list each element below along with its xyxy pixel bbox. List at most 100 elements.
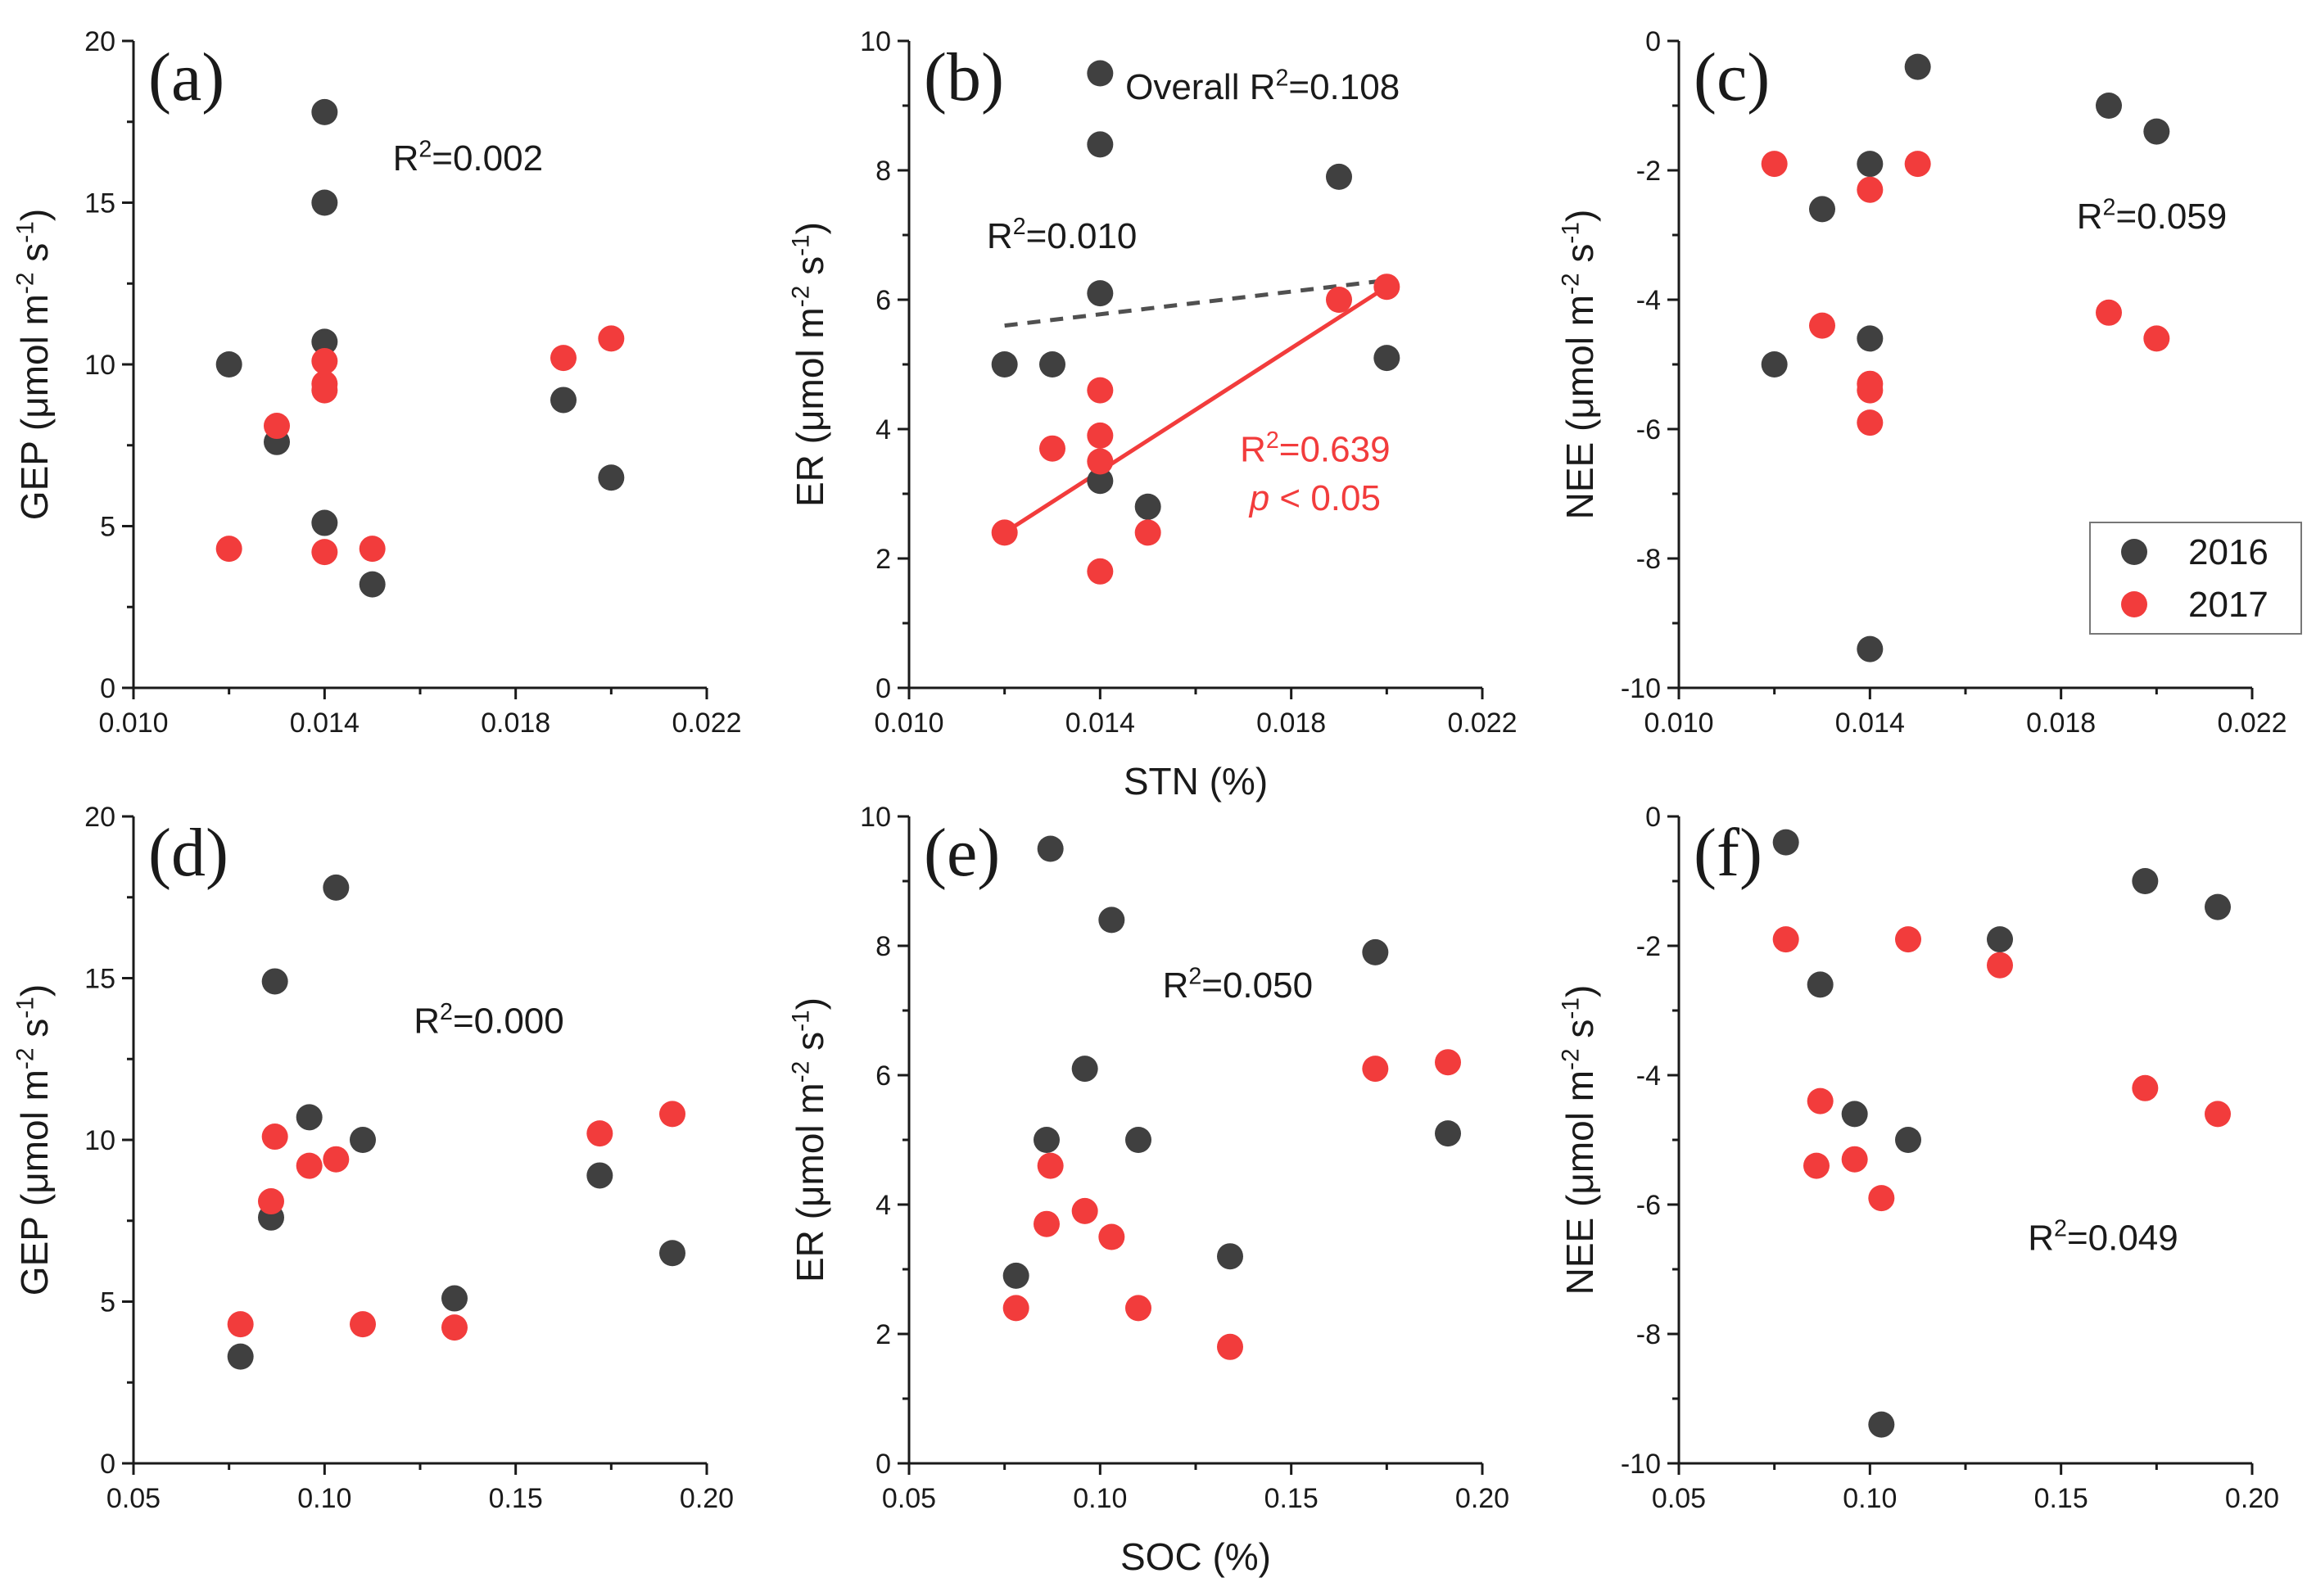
x-tick-label: 0.05 (882, 1483, 936, 1514)
x-tick-label: 0.018 (1256, 708, 1326, 739)
point-2016 (1904, 53, 1931, 80)
x-tick-label: 0.20 (1455, 1483, 1509, 1514)
point-2017 (1809, 312, 1835, 339)
point-2017 (1125, 1295, 1151, 1322)
point-2017 (1904, 151, 1931, 178)
point-2017 (1087, 377, 1114, 404)
x-tick-label: 0.15 (2034, 1483, 2088, 1514)
point-2016 (1071, 1056, 1098, 1083)
annotation-text: R2​=0.639 (1240, 427, 1391, 470)
point-2017 (1761, 151, 1788, 178)
x-tick-label: 0.15 (1264, 1483, 1319, 1514)
point-2016 (1809, 196, 1835, 223)
point-2016 (1125, 1127, 1151, 1153)
y-tick-label: 8 (875, 156, 891, 187)
point-2016 (1373, 345, 1400, 372)
annotation-text: R2​=0.002 (393, 136, 544, 179)
point-2016 (659, 1240, 685, 1267)
y-tick-label: 20 (84, 802, 115, 833)
point-2016 (215, 351, 242, 378)
point-2017 (1868, 1185, 1895, 1212)
point-2016 (1857, 325, 1884, 352)
point-2016 (1857, 635, 1884, 662)
point-2016 (1987, 926, 2013, 953)
y-tick-label: -2 (1636, 931, 1661, 962)
y-tick-label: 4 (875, 1190, 891, 1221)
point-2017 (311, 377, 338, 404)
point-2017 (2143, 325, 2170, 352)
legend-marker-2017 (2121, 591, 2147, 617)
y-tick-label: 15 (84, 964, 115, 995)
point-2016 (323, 874, 350, 901)
point-2017 (1895, 926, 1921, 953)
point-2016 (359, 571, 386, 598)
point-2017 (1037, 1152, 1064, 1179)
point-2016 (311, 509, 338, 536)
point-2016 (311, 328, 338, 355)
point-2017 (1134, 519, 1161, 546)
point-2016 (1037, 835, 1064, 862)
y-tick-label: 0 (100, 673, 115, 704)
y-tick-label: -2 (1636, 156, 1661, 187)
point-2017 (659, 1101, 685, 1128)
legend-marker-2016 (2121, 539, 2147, 565)
point-2017 (2096, 299, 2122, 326)
y-tick-label: 6 (875, 285, 891, 316)
y-tick-label: 2 (875, 1319, 891, 1350)
point-2016 (1087, 468, 1114, 495)
y-tick-label: -10 (1621, 1449, 1661, 1480)
point-2017 (311, 348, 338, 375)
point-2017 (1087, 558, 1114, 585)
point-2016 (1034, 1127, 1060, 1153)
point-2016 (1087, 60, 1114, 87)
point-2016 (598, 464, 625, 491)
x-tick-label: 0.010 (98, 708, 168, 739)
legend-frame (2089, 522, 2302, 635)
x-tick-label: 0.010 (1644, 708, 1713, 739)
point-2017 (586, 1120, 613, 1147)
y-axis-label: GEP (μmol m-2​ s-1​) (12, 209, 57, 520)
y-tick-label: 10 (860, 26, 891, 57)
point-2016 (2096, 93, 2122, 119)
panel-f: -10 -8 -6 -4 -2 0 0.05 0.10 0.15 0.20 NEE (μmol m-… (1558, 802, 2280, 1514)
x-tick-label: 0.05 (106, 1483, 161, 1514)
y-tick-label: 8 (875, 931, 891, 962)
panel-label: (a) (148, 39, 224, 115)
x-tick-label: 0.014 (1065, 708, 1135, 739)
y-tick-label: 10 (860, 802, 891, 833)
point-2016 (227, 1343, 254, 1370)
point-2016 (1761, 351, 1788, 378)
point-2017 (296, 1152, 323, 1179)
point-2017 (264, 413, 290, 440)
y-axis-label: NEE (μmol m-2​ s-1​) (1558, 210, 1602, 520)
point-2016 (1868, 1411, 1895, 1438)
point-2016 (550, 387, 577, 414)
point-2017 (1803, 1152, 1830, 1179)
x-tick-label: 0.20 (680, 1483, 734, 1514)
point-2016 (1895, 1127, 1921, 1153)
y-tick-label: 2 (875, 544, 891, 575)
x-tick-label: 0.014 (1835, 708, 1905, 739)
point-2017 (311, 539, 338, 566)
point-2017 (1857, 377, 1884, 404)
point-2017 (2205, 1101, 2231, 1128)
point-2016 (311, 189, 338, 216)
y-tick-label: 0 (875, 1449, 891, 1480)
y-tick-label: 0 (1645, 802, 1661, 833)
point-2016 (991, 351, 1018, 378)
y-tick-label: 5 (100, 1287, 115, 1318)
legend-label: 2016 (2188, 532, 2269, 572)
point-2017 (1987, 952, 2013, 979)
point-2017 (261, 1124, 288, 1151)
y-tick-label: -8 (1636, 544, 1661, 575)
y-tick-label: -4 (1636, 285, 1661, 316)
y-axis-label: ER (μmol m-2​ s-1​) (788, 222, 832, 507)
point-2016 (1134, 493, 1161, 520)
x-tick-label: 0.022 (672, 708, 741, 739)
point-2016 (1772, 829, 1799, 856)
point-2017 (1098, 1223, 1125, 1250)
panel-a: 0 5 10 15 20 0.010 0.014 0.018 0.022 GEP (μmol m-… (12, 26, 742, 739)
y-tick-label: 5 (100, 512, 115, 543)
panel-label: (b) (924, 39, 1004, 115)
point-2017 (1087, 448, 1114, 475)
